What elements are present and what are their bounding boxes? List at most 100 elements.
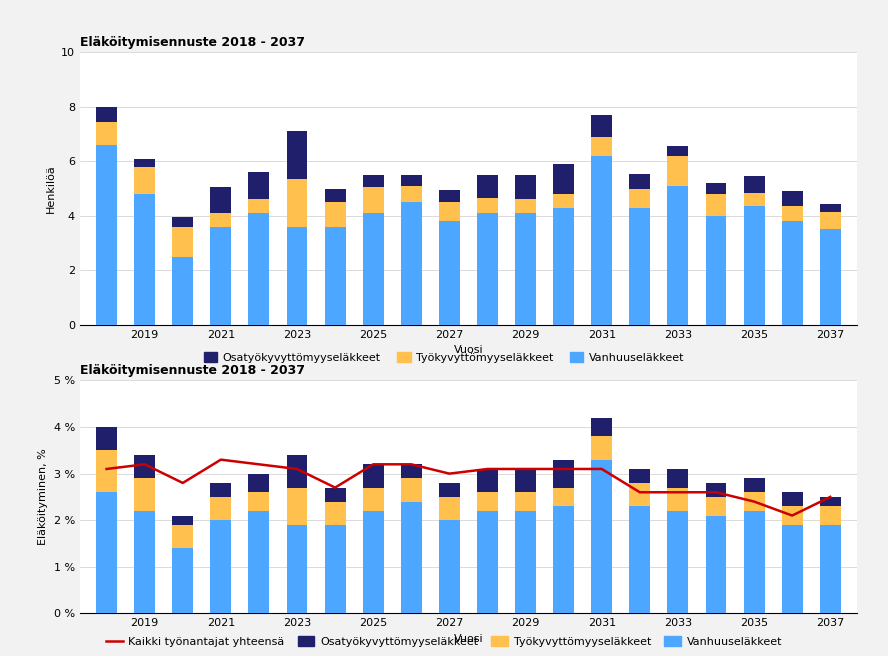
Bar: [743, 176, 765, 193]
Bar: [400, 175, 422, 186]
Bar: [820, 203, 841, 212]
Bar: [743, 193, 765, 206]
X-axis label: Vuosi: Vuosi: [454, 345, 483, 355]
Bar: [591, 137, 612, 156]
Bar: [477, 511, 498, 613]
Bar: [820, 525, 841, 613]
Bar: [477, 213, 498, 325]
Legend: Kaikki työnantajat yhteensä, Osatyökyvyttömyyseläkkeet, Työkyvyttömyyseläkkeet, : Kaikki työnantajat yhteensä, Osatyökyvyt…: [101, 632, 787, 651]
Bar: [96, 145, 117, 325]
Bar: [287, 227, 307, 325]
Bar: [249, 492, 269, 511]
Bar: [287, 525, 307, 613]
Bar: [591, 115, 612, 137]
Bar: [172, 217, 194, 227]
Bar: [591, 460, 612, 613]
Bar: [668, 511, 688, 613]
Bar: [591, 418, 612, 436]
Bar: [400, 478, 422, 502]
Bar: [287, 131, 307, 179]
Bar: [630, 469, 650, 483]
Bar: [781, 525, 803, 613]
Bar: [249, 511, 269, 613]
Bar: [630, 506, 650, 613]
Y-axis label: Eläköityminen, %: Eläköityminen, %: [38, 449, 48, 545]
Bar: [706, 516, 726, 613]
Bar: [325, 487, 345, 502]
Bar: [743, 511, 765, 613]
Bar: [515, 175, 536, 199]
Bar: [325, 502, 345, 525]
Bar: [400, 502, 422, 613]
Bar: [325, 189, 345, 202]
Bar: [439, 483, 460, 497]
Bar: [134, 478, 155, 511]
Bar: [515, 469, 536, 492]
Bar: [96, 107, 117, 122]
Bar: [172, 525, 194, 548]
Bar: [134, 167, 155, 194]
Bar: [668, 146, 688, 156]
Bar: [325, 227, 345, 325]
Bar: [439, 221, 460, 325]
Bar: [743, 206, 765, 325]
Bar: [172, 227, 194, 256]
Bar: [210, 213, 231, 227]
Bar: [249, 474, 269, 492]
Bar: [134, 159, 155, 167]
Bar: [477, 492, 498, 511]
Bar: [96, 492, 117, 613]
Bar: [400, 464, 422, 478]
Bar: [591, 156, 612, 325]
Bar: [553, 164, 575, 194]
Bar: [668, 156, 688, 186]
Bar: [287, 487, 307, 525]
Bar: [96, 122, 117, 145]
Bar: [325, 202, 345, 227]
Bar: [439, 520, 460, 613]
Bar: [553, 506, 575, 613]
Bar: [630, 208, 650, 325]
Bar: [820, 230, 841, 325]
Bar: [400, 202, 422, 325]
Bar: [630, 189, 650, 208]
Legend: Osatyökyvyttömyyseläkkeet, Työkyvyttömyyseläkkeet, Vanhuuseläkkeet: Osatyökyvyttömyyseläkkeet, Työkyvyttömyy…: [199, 348, 689, 367]
Bar: [477, 469, 498, 492]
Bar: [668, 487, 688, 511]
Bar: [96, 450, 117, 492]
Bar: [781, 206, 803, 221]
Bar: [325, 525, 345, 613]
Bar: [515, 492, 536, 511]
Bar: [743, 492, 765, 511]
Bar: [553, 487, 575, 506]
Bar: [249, 173, 269, 199]
Text: Eläköitymisennuste 2018 - 2037: Eläköitymisennuste 2018 - 2037: [80, 363, 305, 377]
Bar: [668, 469, 688, 487]
Bar: [477, 175, 498, 198]
Bar: [630, 174, 650, 189]
Bar: [134, 511, 155, 613]
Bar: [706, 216, 726, 325]
Bar: [287, 455, 307, 487]
Bar: [706, 483, 726, 497]
Bar: [439, 497, 460, 520]
Bar: [172, 256, 194, 325]
Bar: [362, 213, 384, 325]
Bar: [362, 175, 384, 187]
Bar: [820, 212, 841, 230]
Bar: [630, 483, 650, 506]
Bar: [553, 194, 575, 208]
Bar: [706, 183, 726, 194]
Bar: [172, 548, 194, 613]
Bar: [134, 194, 155, 325]
Bar: [249, 199, 269, 213]
Bar: [553, 208, 575, 325]
Bar: [210, 520, 231, 613]
Bar: [477, 198, 498, 213]
Bar: [362, 464, 384, 487]
Bar: [210, 497, 231, 520]
Bar: [591, 436, 612, 460]
Text: Eläköitymisennuste 2018 - 2037: Eläköitymisennuste 2018 - 2037: [80, 35, 305, 49]
Bar: [210, 187, 231, 213]
Bar: [781, 506, 803, 525]
